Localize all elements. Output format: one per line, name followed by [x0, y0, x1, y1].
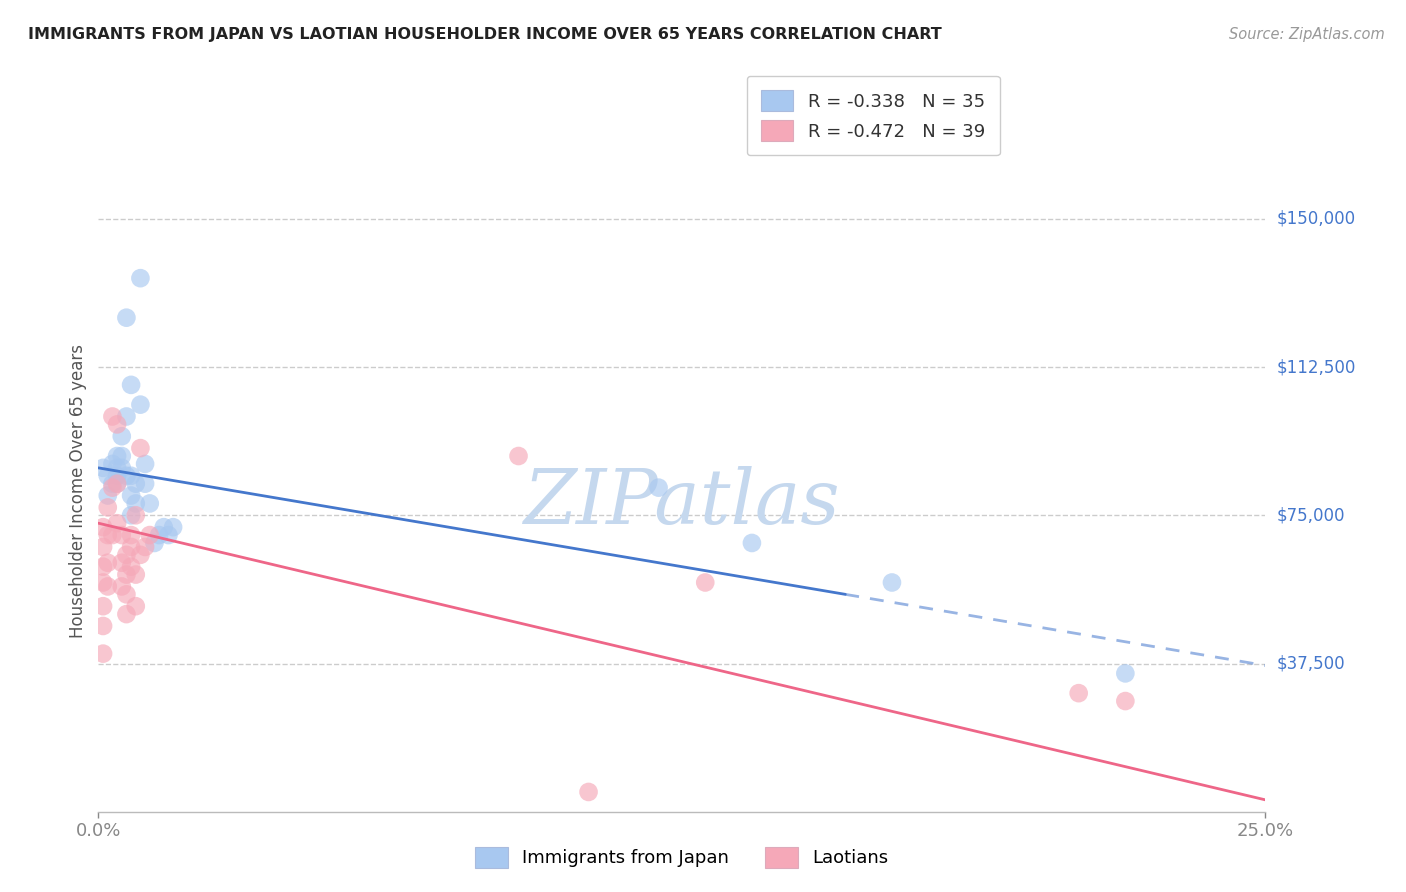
Point: [91, 575, 114, 590]
Point: [97, 556, 120, 570]
Point: [115, 310, 138, 325]
Point: [125, 567, 148, 582]
Point: [143, 536, 166, 550]
Point: [647, 481, 669, 495]
Point: [120, 489, 142, 503]
Point: [111, 579, 134, 593]
Point: [134, 457, 156, 471]
Point: [129, 398, 152, 412]
Point: [157, 528, 180, 542]
Text: $37,500: $37,500: [1277, 655, 1346, 673]
Point: [115, 607, 138, 621]
Point: [91, 619, 114, 633]
Point: [97, 579, 120, 593]
Point: [105, 449, 128, 463]
Point: [91, 559, 114, 574]
Point: [115, 409, 138, 424]
Point: [115, 587, 138, 601]
Point: [91, 540, 114, 554]
Point: [1067, 686, 1090, 700]
Point: [101, 476, 124, 491]
Point: [97, 500, 120, 515]
Point: [105, 516, 128, 531]
Point: [508, 449, 530, 463]
Point: [111, 429, 134, 443]
Point: [101, 528, 124, 542]
Point: [125, 508, 148, 523]
Point: [97, 528, 120, 542]
Point: [162, 520, 184, 534]
Point: [129, 441, 152, 455]
Point: [101, 457, 124, 471]
Point: [120, 559, 142, 574]
Point: [105, 417, 128, 432]
Point: [120, 508, 142, 523]
Point: [115, 567, 138, 582]
Point: [120, 468, 142, 483]
Point: [105, 476, 128, 491]
Point: [1114, 666, 1136, 681]
Point: [152, 520, 174, 534]
Point: [148, 528, 170, 542]
Text: $75,000: $75,000: [1277, 507, 1346, 524]
Point: [91, 461, 114, 475]
Point: [115, 548, 138, 562]
Point: [1114, 694, 1136, 708]
Point: [129, 271, 152, 285]
Point: [111, 449, 134, 463]
Text: ZIPatlas: ZIPatlas: [523, 467, 841, 541]
Point: [125, 496, 148, 510]
Point: [125, 476, 148, 491]
Point: [111, 556, 134, 570]
Y-axis label: Householder Income Over 65 years: Householder Income Over 65 years: [69, 343, 87, 638]
Point: [134, 540, 156, 554]
Point: [120, 540, 142, 554]
Point: [91, 647, 114, 661]
Legend: Immigrants from Japan, Laotians: Immigrants from Japan, Laotians: [467, 838, 897, 877]
Text: Source: ZipAtlas.com: Source: ZipAtlas.com: [1229, 27, 1385, 42]
Point: [139, 528, 162, 542]
Point: [139, 496, 162, 510]
Point: [105, 468, 128, 483]
Point: [115, 468, 138, 483]
Point: [129, 548, 152, 562]
Point: [134, 476, 156, 491]
Point: [125, 599, 148, 614]
Point: [91, 599, 114, 614]
Point: [111, 528, 134, 542]
Point: [105, 461, 128, 475]
Point: [101, 481, 124, 495]
Point: [578, 785, 600, 799]
Point: [120, 377, 142, 392]
Text: IMMIGRANTS FROM JAPAN VS LAOTIAN HOUSEHOLDER INCOME OVER 65 YEARS CORRELATION CH: IMMIGRANTS FROM JAPAN VS LAOTIAN HOUSEHO…: [28, 27, 942, 42]
Point: [91, 520, 114, 534]
Text: $112,500: $112,500: [1277, 358, 1355, 376]
Point: [101, 409, 124, 424]
Point: [695, 575, 717, 590]
Point: [97, 468, 120, 483]
Point: [105, 476, 128, 491]
Point: [741, 536, 763, 550]
Point: [97, 489, 120, 503]
Point: [120, 528, 142, 542]
Text: $150,000: $150,000: [1277, 210, 1355, 227]
Point: [111, 461, 134, 475]
Point: [880, 575, 903, 590]
